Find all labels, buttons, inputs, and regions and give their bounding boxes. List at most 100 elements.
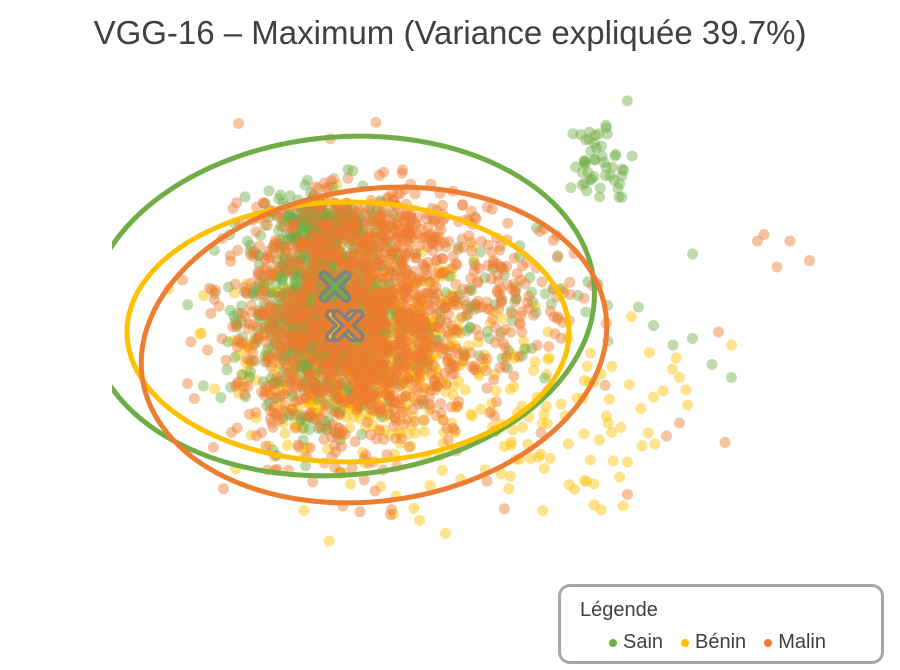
point-sain bbox=[302, 255, 314, 267]
point-sain bbox=[346, 202, 358, 214]
point-benin bbox=[356, 279, 367, 291]
point-benin bbox=[405, 440, 417, 452]
point-benin bbox=[322, 372, 334, 384]
point-sain bbox=[357, 381, 368, 393]
point-benin bbox=[297, 343, 309, 355]
point-sain bbox=[357, 259, 369, 271]
point-benin bbox=[340, 357, 352, 369]
point-benin bbox=[407, 232, 419, 244]
point-sain bbox=[228, 310, 240, 322]
point-benin bbox=[399, 378, 411, 390]
point-benin bbox=[657, 385, 669, 397]
point-sain bbox=[319, 259, 331, 271]
point-sain bbox=[247, 286, 259, 298]
point-benin bbox=[600, 410, 612, 422]
point-benin bbox=[349, 276, 361, 288]
point-sain bbox=[400, 323, 412, 335]
point-benin bbox=[390, 342, 402, 354]
point-malin bbox=[408, 311, 420, 323]
point-benin bbox=[259, 321, 271, 333]
point-benin bbox=[336, 360, 347, 372]
point-benin bbox=[406, 391, 418, 403]
point-sain bbox=[382, 304, 394, 316]
point-benin bbox=[438, 426, 450, 438]
point-benin bbox=[356, 290, 368, 302]
point-benin bbox=[279, 267, 291, 279]
point-benin bbox=[393, 302, 405, 314]
point-benin bbox=[422, 325, 434, 337]
point-benin bbox=[298, 356, 310, 368]
point-sain bbox=[268, 377, 280, 389]
point-sain bbox=[287, 349, 299, 361]
point-benin bbox=[397, 320, 409, 331]
point-sain bbox=[283, 329, 295, 341]
point-malin bbox=[226, 426, 238, 438]
point-sain bbox=[286, 390, 298, 402]
point-benin bbox=[473, 369, 485, 381]
point-malin bbox=[296, 309, 308, 320]
point-malin bbox=[264, 331, 276, 343]
point-benin bbox=[378, 347, 390, 359]
point-sain bbox=[305, 308, 317, 320]
point-benin bbox=[304, 342, 316, 353]
point-benin bbox=[418, 382, 430, 394]
point-malin bbox=[509, 286, 521, 298]
point-benin bbox=[293, 401, 305, 413]
point-benin bbox=[243, 374, 254, 386]
point-benin bbox=[344, 422, 356, 434]
point-benin bbox=[424, 318, 436, 330]
point-benin bbox=[300, 300, 312, 311]
point-malin bbox=[220, 354, 232, 366]
point-malin bbox=[499, 360, 511, 372]
point-sain bbox=[387, 374, 399, 386]
point-malin bbox=[243, 323, 254, 335]
point-sain bbox=[308, 413, 319, 425]
point-sain bbox=[307, 320, 319, 331]
point-benin bbox=[359, 385, 371, 397]
point-sain bbox=[363, 317, 375, 329]
point-benin bbox=[369, 329, 381, 341]
point-benin bbox=[542, 354, 554, 365]
point-sain bbox=[359, 347, 371, 359]
point-sain bbox=[278, 366, 290, 378]
point-benin bbox=[366, 312, 378, 324]
point-sain bbox=[293, 255, 305, 267]
point-sain bbox=[311, 367, 323, 379]
point-benin bbox=[410, 427, 422, 439]
point-benin bbox=[302, 442, 314, 454]
point-sain bbox=[726, 372, 737, 383]
point-benin bbox=[354, 272, 366, 284]
point-benin bbox=[362, 393, 374, 404]
point-benin bbox=[614, 471, 625, 483]
point-malin bbox=[378, 336, 390, 348]
point-benin bbox=[433, 264, 445, 276]
point-benin bbox=[445, 332, 457, 344]
point-benin bbox=[408, 296, 420, 308]
point-sain bbox=[303, 355, 315, 367]
point-benin bbox=[363, 328, 375, 340]
point-sain bbox=[349, 293, 361, 305]
point-sain bbox=[334, 246, 346, 258]
point-benin bbox=[643, 347, 655, 358]
point-benin bbox=[447, 389, 459, 401]
point-sain bbox=[409, 359, 421, 371]
point-benin bbox=[463, 340, 475, 352]
point-benin bbox=[312, 302, 324, 314]
point-sain bbox=[279, 251, 291, 263]
point-sain bbox=[565, 182, 577, 194]
point-benin bbox=[290, 233, 302, 245]
point-benin bbox=[380, 334, 391, 346]
point-sain bbox=[303, 307, 315, 319]
point-sain bbox=[321, 320, 333, 332]
point-benin bbox=[301, 360, 313, 372]
point-sain bbox=[270, 299, 282, 311]
point-benin bbox=[376, 301, 388, 313]
point-benin bbox=[357, 354, 369, 366]
point-benin bbox=[436, 376, 447, 388]
point-benin bbox=[390, 313, 402, 325]
point-sain bbox=[289, 229, 301, 241]
point-benin bbox=[314, 355, 326, 367]
point-sain bbox=[253, 249, 264, 261]
point-sain bbox=[295, 342, 307, 354]
point-benin bbox=[442, 356, 454, 367]
